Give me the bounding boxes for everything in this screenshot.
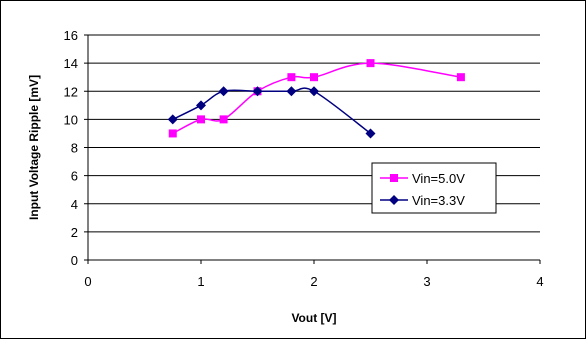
y-tick-label: 2: [71, 225, 78, 240]
y-tick-label: 12: [64, 84, 78, 99]
y-tick-label: 16: [64, 28, 78, 43]
y-tick-labels: 0 2 4 6 8 10 12 14 16: [64, 28, 78, 268]
x-tick-label: 4: [536, 274, 543, 289]
legend: Vin=5.0V Vin=3.3V: [371, 162, 497, 214]
y-axis-title: Input Voltage Ripple [mV]: [27, 75, 41, 220]
data-point: [287, 73, 296, 82]
x-tick-label: 1: [197, 274, 204, 289]
y-tick-label: 14: [64, 56, 78, 71]
y-tick-label: 8: [71, 141, 78, 156]
x-axis-title: Vout [V]: [291, 311, 336, 325]
legend-swatch-marker: [390, 174, 398, 182]
y-tick-label: 6: [71, 169, 78, 184]
y-tick-label: 4: [71, 197, 78, 212]
legend-label: Vin=3.3V: [412, 193, 465, 208]
y-tick-label: 0: [71, 253, 78, 268]
legend-box: [371, 162, 497, 214]
data-point: [365, 128, 376, 139]
data-point: [456, 73, 465, 82]
data-point: [167, 114, 178, 125]
data-point: [366, 59, 375, 68]
data-point: [196, 100, 206, 111]
data-point: [197, 115, 205, 124]
data-point: [309, 86, 319, 97]
data-point: [286, 86, 297, 97]
x-tick-label: 3: [423, 274, 430, 289]
axes: [84, 34, 541, 264]
x-tick-label: 2: [310, 274, 317, 289]
x-tick-labels: 0 1 2 3 4: [84, 274, 543, 289]
legend-item: Vin=5.0V: [380, 171, 465, 186]
y-tick-label: 10: [64, 112, 78, 127]
gridlines: [88, 34, 540, 261]
series-vin-5v: [168, 59, 465, 138]
data-point: [218, 86, 229, 97]
data-point: [168, 129, 177, 138]
series-vin-3v3: [167, 86, 376, 139]
series-line: [172, 87, 371, 135]
legend-item: Vin=3.3V: [380, 193, 465, 208]
data-point: [252, 86, 263, 97]
data-point: [310, 73, 318, 82]
series-layer: [167, 59, 465, 139]
legend-swatch-marker: [389, 195, 399, 205]
data-point: [219, 115, 228, 124]
legend-label: Vin=5.0V: [412, 171, 465, 186]
x-tick-label: 0: [84, 274, 91, 289]
